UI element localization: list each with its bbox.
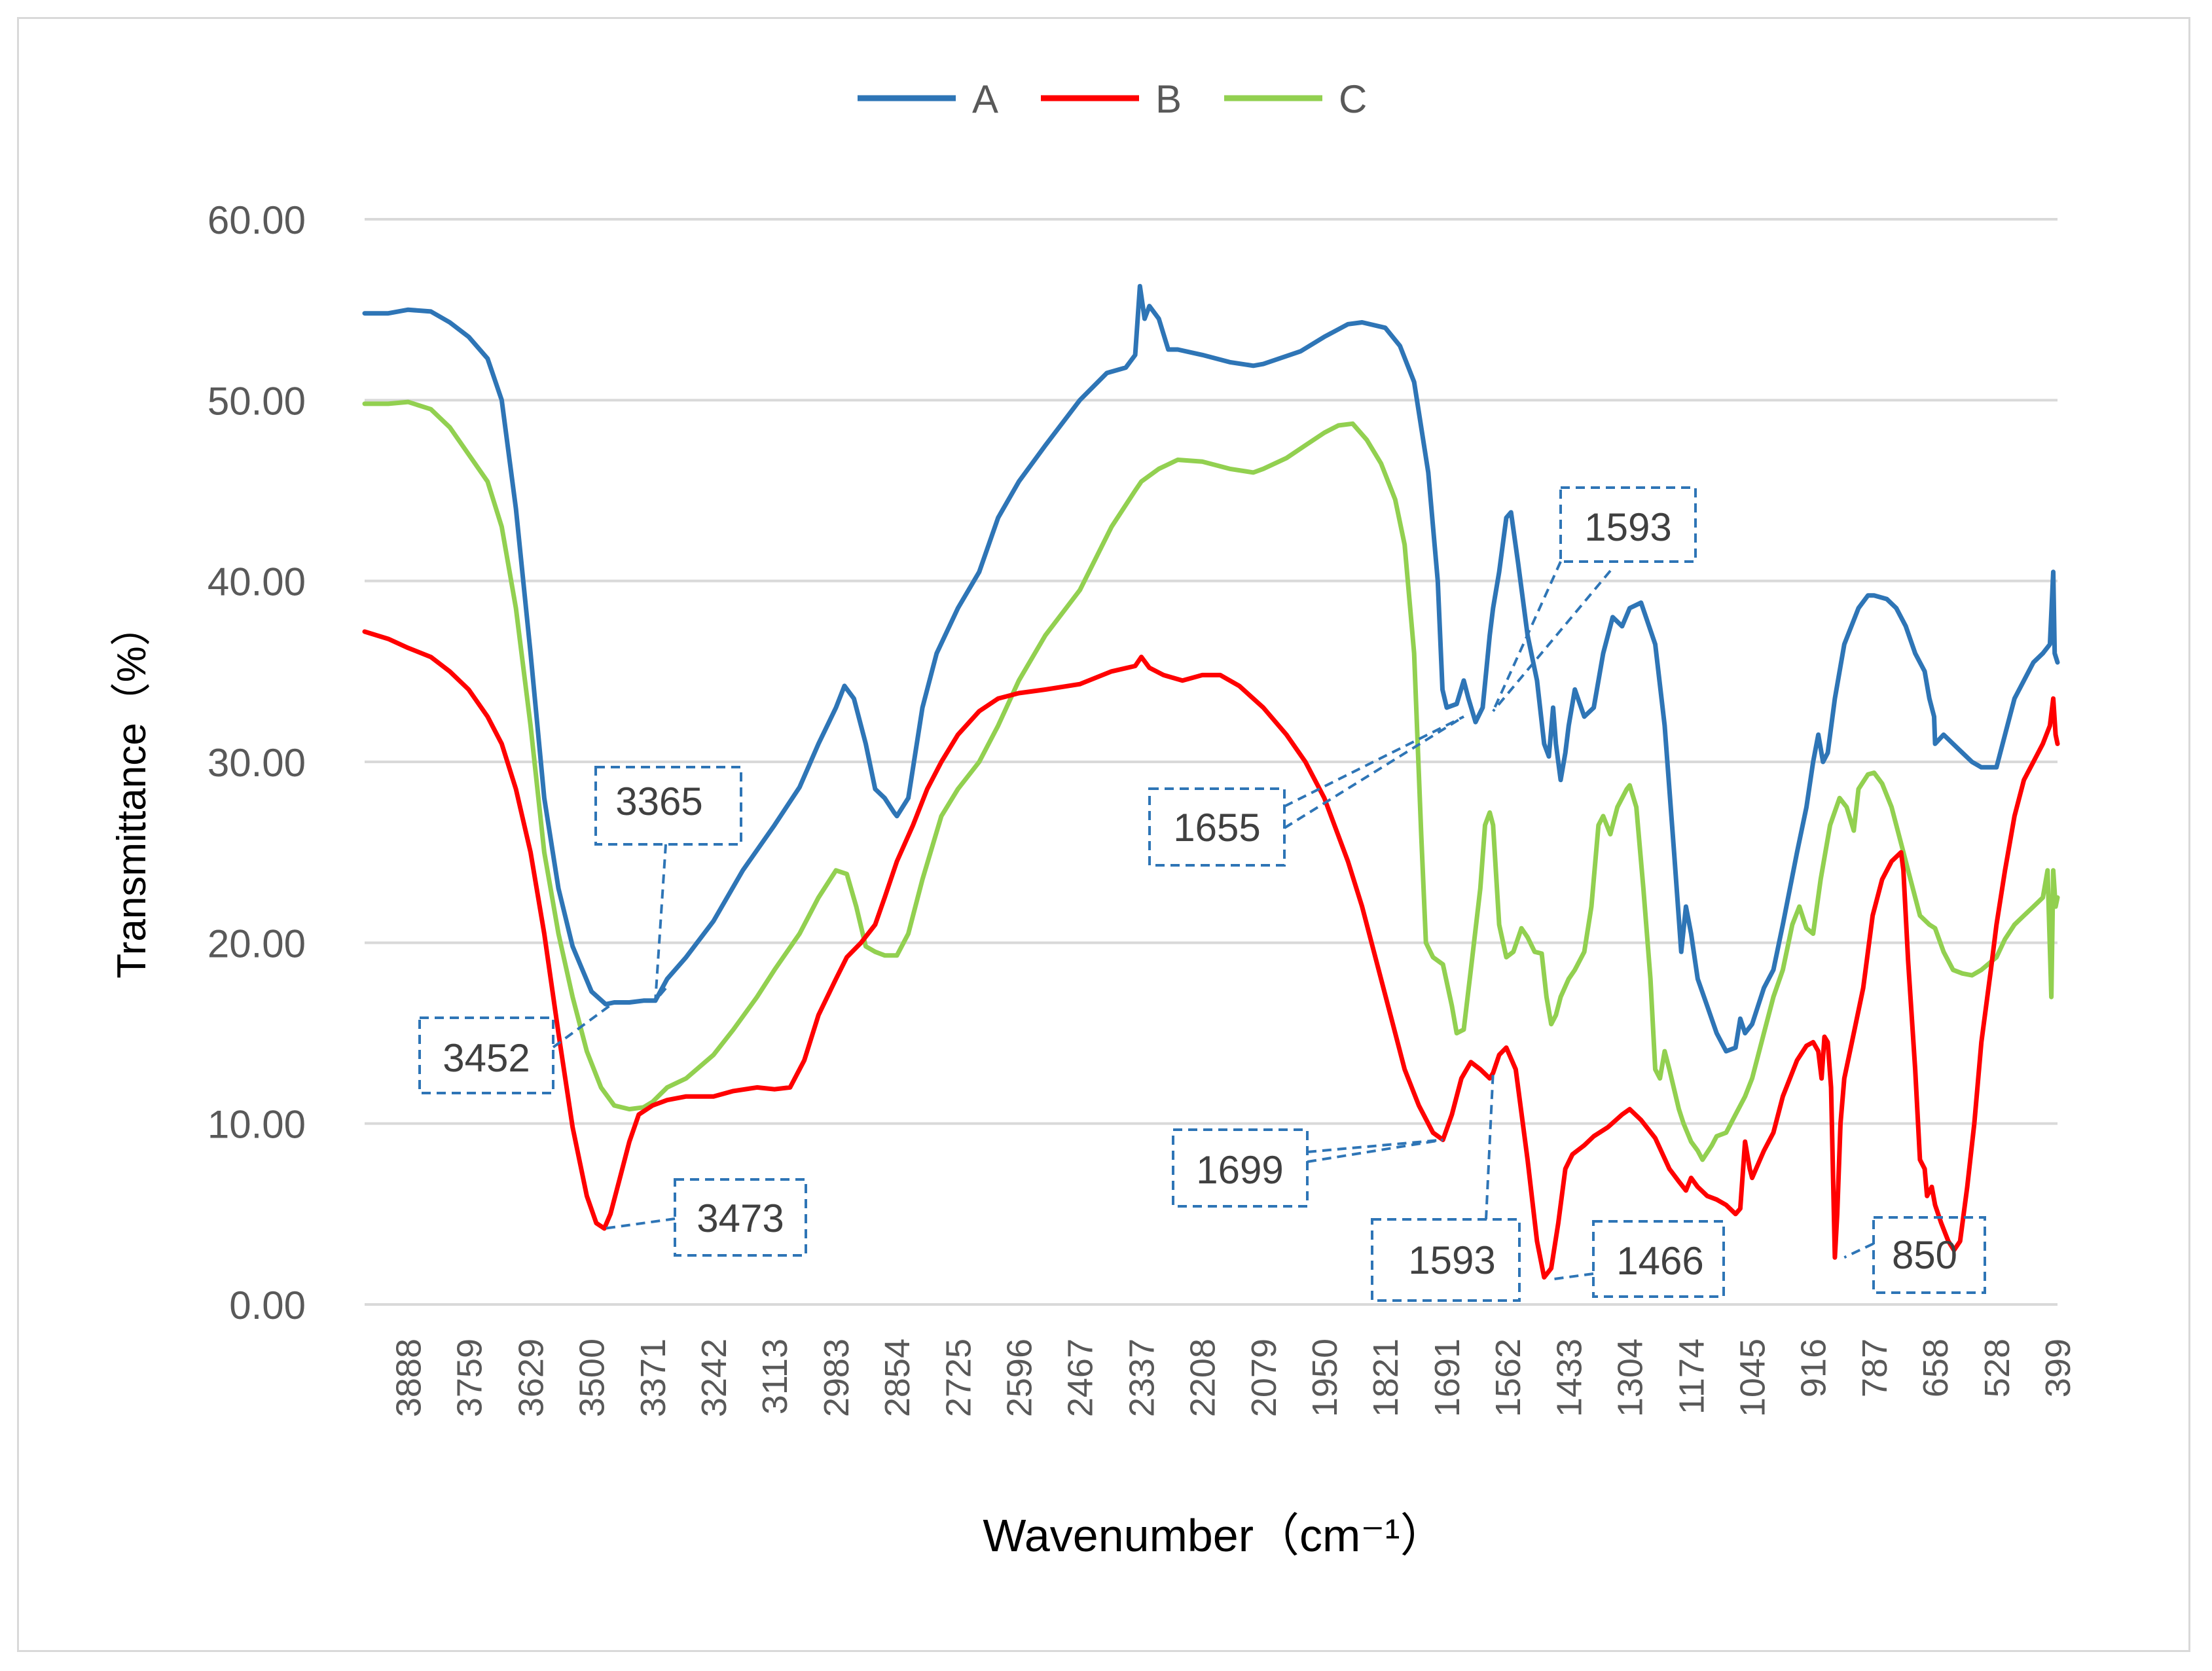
annotation-3452: 3452	[418, 1001, 615, 1094]
annotation-850: 850	[1843, 1216, 1986, 1294]
y-tick-label: 60.00	[208, 198, 306, 242]
x-tick-label: 1304	[1610, 1339, 1650, 1417]
annotation-leader-line	[1492, 569, 1612, 712]
annotation-1466: 1466	[1553, 1220, 1725, 1298]
annotation-box	[1559, 486, 1697, 563]
annotation-1593: 1593	[1371, 1073, 1521, 1302]
x-tick-label: 2079	[1244, 1339, 1284, 1417]
annotation-label: 3365	[615, 780, 702, 823]
x-tick-label: 2854	[878, 1339, 917, 1417]
x-tick-label: 3759	[450, 1339, 490, 1417]
x-tick-label: 399	[2039, 1339, 2078, 1397]
annotation-box	[1592, 1220, 1725, 1298]
y-tick-label: 40.00	[208, 560, 306, 604]
annotation-leader-line	[1843, 1242, 1874, 1259]
annotation-leader-line	[1553, 1272, 1594, 1281]
x-tick-label: 3113	[755, 1339, 795, 1414]
annotation-leader-line	[552, 1001, 615, 1049]
x-tick-label: 1691	[1428, 1339, 1467, 1417]
annotation-3473: 3473	[604, 1178, 807, 1257]
annotation-leader-line	[1307, 1138, 1443, 1163]
annotation-box	[1371, 1218, 1521, 1302]
annotation-box	[1172, 1128, 1309, 1208]
x-tick-label: 787	[1855, 1339, 1895, 1397]
annotation-leader-line	[654, 844, 667, 1001]
annotation-label: 3452	[443, 1036, 530, 1080]
series-lines	[362, 283, 2060, 1280]
x-tick-label: 1045	[1733, 1339, 1772, 1417]
annotation-box	[418, 1016, 554, 1094]
x-tick-label: 3242	[695, 1339, 734, 1417]
x-tick-label: 916	[1794, 1339, 1834, 1397]
legend-label-a: A	[972, 77, 998, 121]
x-tick-label: 3888	[389, 1339, 428, 1417]
x-axis-title: Wavenumber（cm⁻¹）	[983, 1510, 1445, 1561]
x-tick-label: 1433	[1550, 1339, 1589, 1417]
x-tick-label: 2725	[939, 1339, 978, 1417]
series-b-line	[362, 629, 2060, 1280]
annotation-leader-line	[1284, 715, 1464, 808]
annotation-1593: 1593	[1491, 486, 1697, 712]
annotation-label: 850	[1892, 1233, 1957, 1277]
annotation-leader-line	[604, 1217, 676, 1230]
legend-label-b: B	[1155, 77, 1182, 121]
y-tick-label: 10.00	[208, 1103, 306, 1147]
x-tick-label: 528	[1978, 1339, 2017, 1397]
x-tick-label: 3629	[511, 1339, 551, 1417]
annotation-label: 1466	[1616, 1239, 1703, 1283]
annotation-leader-line	[1283, 715, 1465, 829]
annotation-label: 1699	[1196, 1148, 1283, 1192]
annotation-box	[1148, 787, 1286, 867]
annotation-box	[1872, 1216, 1986, 1294]
x-tick-label: 2337	[1122, 1339, 1161, 1417]
annotation-label: 1655	[1173, 806, 1260, 850]
annotation-leader-line	[1491, 561, 1562, 712]
legend-label-c: C	[1339, 77, 1367, 121]
x-tick-label: 2208	[1184, 1339, 1223, 1417]
y-tick-label: 0.00	[229, 1284, 306, 1327]
x-tick-label: 3500	[573, 1339, 612, 1417]
y-tick-label: 20.00	[208, 922, 306, 965]
x-tick-label: 1821	[1366, 1339, 1405, 1417]
annotation-leader-line	[654, 987, 667, 1002]
annotation-label: 1593	[1408, 1238, 1495, 1282]
annotation-1655: 1655	[1148, 715, 1465, 867]
series-c-line	[362, 399, 2060, 1162]
series-a-line	[362, 283, 2060, 1054]
x-tick-labels: 3888 3759 3629 3500 3371 3242 3113 2983 2854 2725…	[389, 1339, 2078, 1417]
x-tick-label: 1174	[1672, 1339, 1711, 1414]
x-tick-label: 2983	[817, 1339, 856, 1417]
annotation-box	[674, 1178, 807, 1257]
annotation-label: 1593	[1584, 505, 1671, 549]
annotation-leader-line	[1485, 1073, 1495, 1220]
y-tick-labels: 0.00 10.00 20.00 30.00 40.00 50.00 60.00	[208, 198, 306, 1327]
x-tick-label: 1562	[1489, 1339, 1528, 1417]
x-tick-label: 2596	[1000, 1339, 1039, 1417]
x-tick-label: 3371	[634, 1339, 673, 1417]
y-tick-label: 50.00	[208, 379, 306, 423]
legend: A B C	[858, 77, 1367, 121]
annotation-label: 3473	[697, 1196, 784, 1240]
annotation-1699: 1699	[1172, 1128, 1443, 1208]
y-tick-label: 30.00	[208, 741, 306, 785]
peak-annotations: 3365 3452 3473 1655 1593 1699 1593 1466 850	[418, 486, 1986, 1302]
annotation-leader-line	[1307, 1138, 1443, 1153]
y-axis-title: Transmittance（%）	[109, 605, 154, 979]
annotation-box	[594, 766, 742, 846]
x-tick-label: 658	[1916, 1339, 1955, 1397]
grid-lines	[365, 218, 2058, 1306]
x-tick-label: 2467	[1061, 1339, 1100, 1417]
x-tick-label: 1950	[1305, 1339, 1345, 1417]
annotation-3365: 3365	[594, 766, 742, 1002]
